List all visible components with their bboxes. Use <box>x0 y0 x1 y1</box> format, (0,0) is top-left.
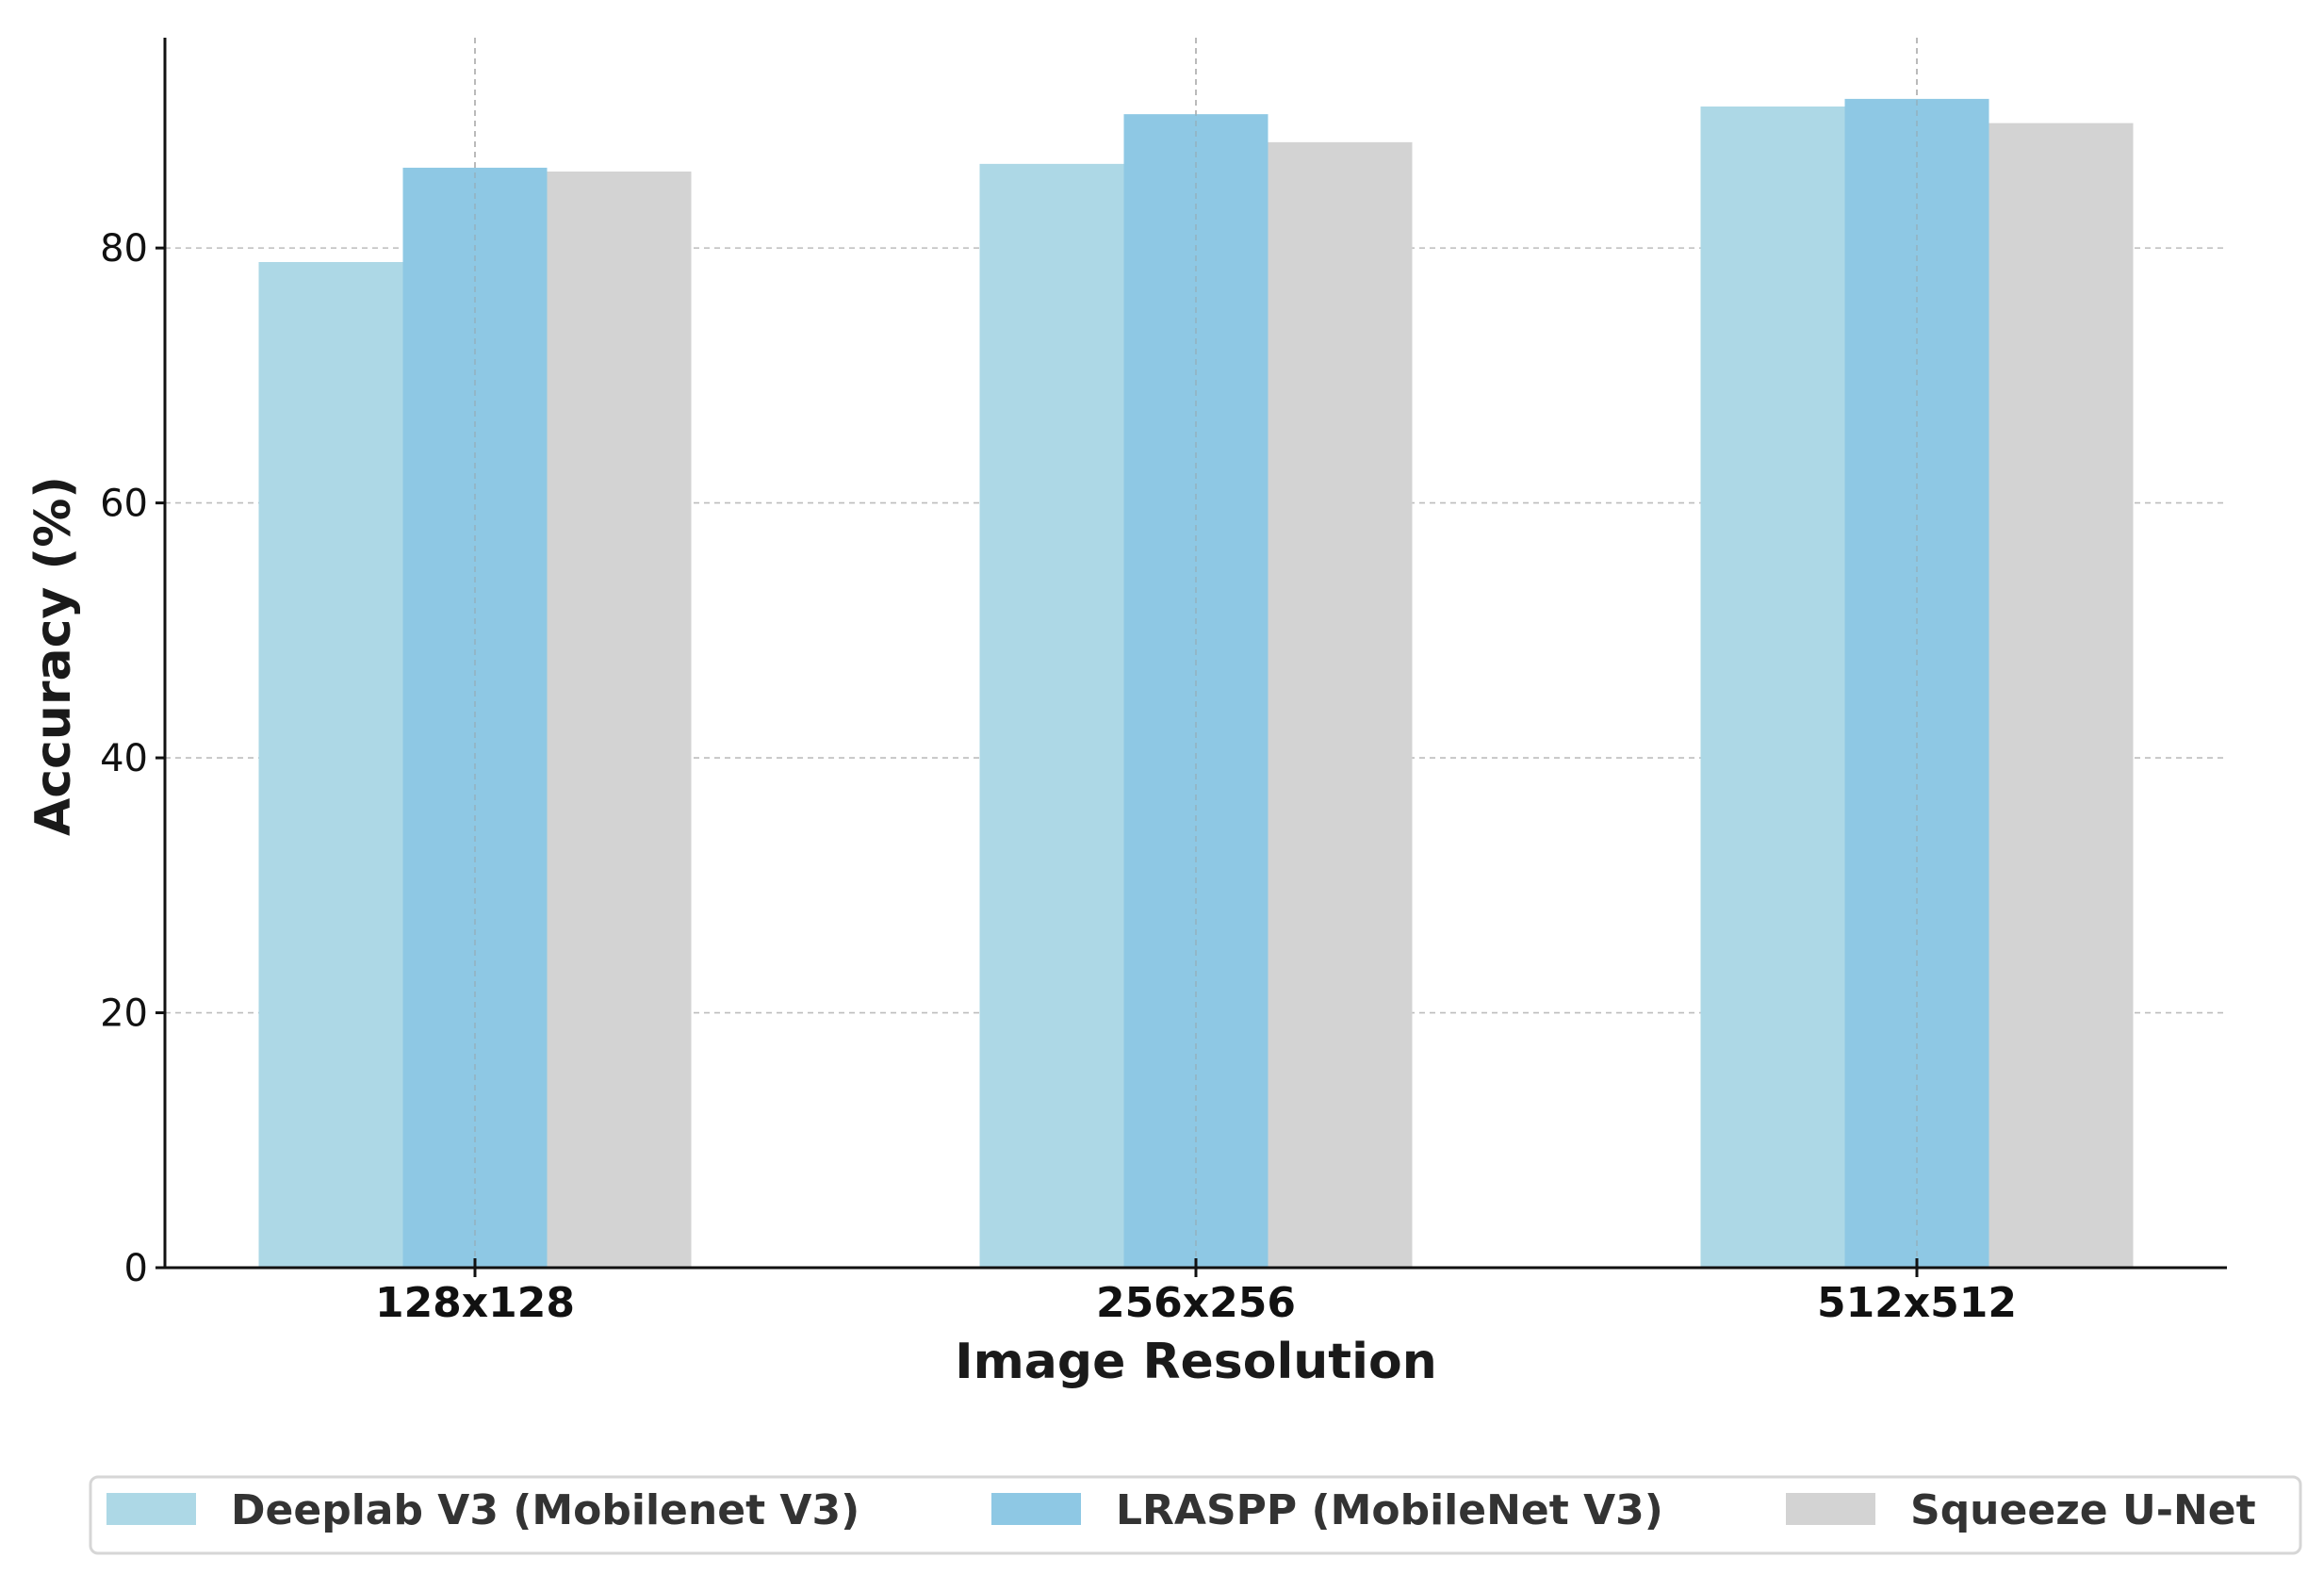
bar <box>1123 114 1268 1268</box>
x-tick-label: 128x128 <box>375 1279 575 1327</box>
legend-label: Deeplab V3 (Mobilenet V3) <box>231 1486 859 1534</box>
x-tick-label: 256x256 <box>1096 1279 1296 1327</box>
bar <box>1268 141 1413 1268</box>
legend-swatch <box>991 1493 1081 1525</box>
y-tick-label: 80 <box>100 227 148 271</box>
legend-label: LRASPP (MobileNet V3) <box>1116 1486 1663 1534</box>
bar <box>547 171 692 1268</box>
bar <box>1844 98 1989 1269</box>
bar <box>1988 123 2134 1269</box>
y-tick-label: 60 <box>100 483 148 526</box>
y-ticks: 0 20 40 60 80 <box>100 227 165 1290</box>
bars <box>258 38 2134 1269</box>
x-tick-label: 512x512 <box>1817 1279 2017 1327</box>
legend-frame <box>89 1475 2302 1555</box>
y-tick-label: 40 <box>100 737 148 780</box>
x-ticks: 128x128 256x256 512x512 <box>375 1258 2017 1327</box>
x-axis-title: Image Resolution <box>955 1334 1436 1390</box>
bar <box>258 262 403 1268</box>
legend-swatch <box>106 1493 196 1525</box>
y-axis-title: Accuracy (%) <box>25 476 82 836</box>
y-tick-label: 20 <box>100 992 148 1036</box>
bar <box>1700 107 1845 1269</box>
legend-swatch <box>1786 1493 1875 1525</box>
legend-label: Squeeze U-Net <box>1910 1486 2256 1534</box>
y-tick-label: 0 <box>124 1247 148 1290</box>
bar <box>979 163 1124 1268</box>
legend: Deeplab V3 (Mobilenet V3) LRASPP (MobileN… <box>89 1475 2302 1555</box>
bar <box>402 167 548 1268</box>
